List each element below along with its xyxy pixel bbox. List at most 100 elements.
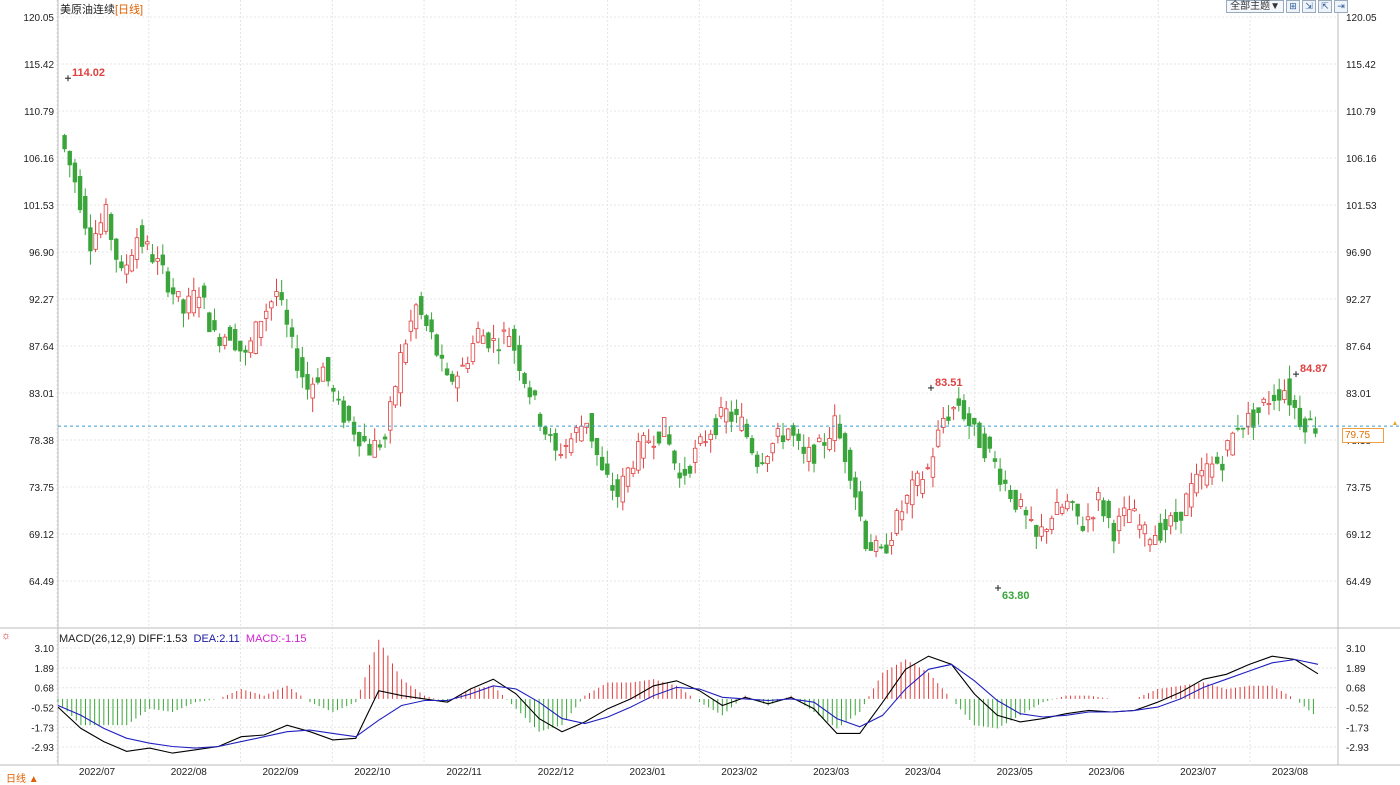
candle-up <box>481 335 486 344</box>
candle-up <box>832 415 837 441</box>
candle-up <box>651 445 657 448</box>
price-tick-right: 73.75 <box>1346 483 1371 494</box>
candle-down <box>512 328 517 351</box>
candle-down <box>1297 407 1303 428</box>
candle-up <box>1282 390 1287 400</box>
candle-up <box>1246 412 1251 428</box>
price-tick-left: 69.12 <box>29 530 54 541</box>
macd-tick-right: -1.73 <box>1346 723 1369 734</box>
candle-down <box>434 334 439 356</box>
price-tick-right: 64.49 <box>1346 577 1371 588</box>
candle-up <box>1209 463 1215 478</box>
candle-down <box>1220 463 1225 471</box>
expand-icon[interactable]: ⇲ <box>1302 0 1316 13</box>
macd-tick-right: 3.10 <box>1346 644 1366 655</box>
candle-up <box>191 290 197 314</box>
candle-up <box>1018 499 1023 507</box>
candle-down <box>77 176 83 211</box>
period-label[interactable]: [日线] <box>115 4 144 16</box>
price-tick-right: 115.42 <box>1346 60 1376 71</box>
candle-up <box>263 310 269 319</box>
price-tick-right: 110.79 <box>1346 107 1376 118</box>
price-tick-left: 120.05 <box>23 13 54 24</box>
candle-down <box>610 485 615 491</box>
candle-up <box>1147 539 1153 546</box>
candle-down <box>1106 500 1111 518</box>
candle-down <box>170 287 176 295</box>
restore-icon[interactable]: ⇱ <box>1318 0 1332 13</box>
candle-up <box>723 408 729 423</box>
candle-down <box>946 416 951 421</box>
candle-down <box>284 309 290 325</box>
candle-down <box>108 214 114 240</box>
candle-up <box>935 429 941 447</box>
macd-tick-left: -2.93 <box>31 743 54 754</box>
price-tick-left: 115.42 <box>24 60 54 71</box>
macd-tick-left: 1.89 <box>35 664 55 675</box>
candle-down <box>1178 511 1184 521</box>
candle-up <box>786 428 791 440</box>
candle-down <box>858 491 863 517</box>
candle-down <box>532 390 538 396</box>
candle-down <box>791 425 796 436</box>
candle-down <box>1080 525 1086 531</box>
candle-up <box>491 338 496 341</box>
time-tick-label: 2023/03 <box>813 767 850 778</box>
candle-up <box>1028 519 1034 521</box>
candle-up <box>1132 508 1137 512</box>
theme-button[interactable]: 全部主题▼ <box>1226 0 1284 13</box>
candle-down <box>429 319 434 333</box>
candle-up <box>1065 500 1070 510</box>
top-toolbar: 全部主题▼ ⊞ ⇲ ⇱ ⇥ <box>1226 0 1348 13</box>
macd-diff-line <box>57 655 1319 754</box>
candle-up <box>817 437 822 443</box>
candle-up <box>827 438 832 450</box>
indicator-settings-icon[interactable]: ☼ <box>1 630 12 642</box>
candle-up <box>470 343 476 363</box>
candle-up <box>1183 493 1189 516</box>
annotation-high: 84.87 <box>1300 363 1328 375</box>
price-tick-left: 101.53 <box>23 201 54 212</box>
candle-down <box>139 225 145 247</box>
candle-up <box>222 336 228 346</box>
grid-icon[interactable]: ⊞ <box>1286 0 1300 13</box>
instrument-name: 美原油连续 <box>60 4 115 16</box>
candle-up <box>1152 535 1158 545</box>
candle-down <box>1256 407 1261 413</box>
candle-up <box>1121 507 1127 516</box>
candle-down <box>594 437 600 455</box>
candle-down <box>553 433 558 451</box>
candle-up <box>465 363 470 369</box>
candle-down <box>837 423 843 439</box>
candle-up <box>274 291 279 297</box>
candle-down <box>749 438 755 454</box>
time-tick-label: 2023/01 <box>630 767 667 778</box>
candle-down <box>67 151 72 166</box>
candle-down <box>992 458 998 462</box>
candle-down <box>1163 519 1168 531</box>
period-selector[interactable]: 日线 ▲ <box>6 774 39 785</box>
candle-up <box>129 255 134 272</box>
candle-up <box>196 296 202 309</box>
candle-up <box>765 456 770 464</box>
candle-down <box>1302 418 1308 433</box>
candle-down <box>677 472 682 479</box>
candle-up <box>145 241 150 245</box>
price-tick-right: 69.12 <box>1346 530 1371 541</box>
candle-down <box>543 426 548 435</box>
price-tick-right: 87.64 <box>1346 342 1371 353</box>
macd-tick-right: -0.52 <box>1346 703 1369 714</box>
close-icon[interactable]: ⇥ <box>1334 0 1348 13</box>
candle-up <box>630 467 636 475</box>
candle-down <box>656 431 662 444</box>
candle-up <box>1137 524 1142 530</box>
candle-up <box>501 329 507 332</box>
candle-up <box>951 407 956 410</box>
candle-up <box>258 320 264 338</box>
candle-up <box>475 328 481 343</box>
candle-down <box>351 421 357 435</box>
candle-up <box>393 386 398 406</box>
candle-up <box>708 433 713 440</box>
price-tick-right: 120.05 <box>1346 13 1377 24</box>
macd-dea-value: DEA:2.11 <box>193 633 240 645</box>
